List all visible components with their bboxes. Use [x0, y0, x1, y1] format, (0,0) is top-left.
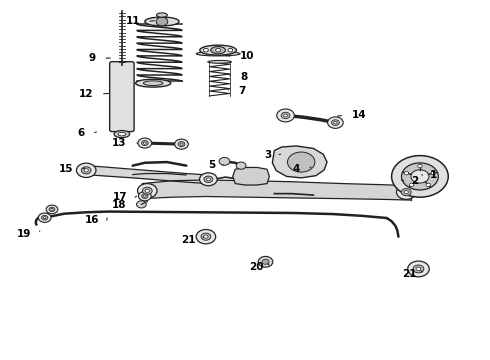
Circle shape — [328, 117, 343, 129]
Text: 2: 2 — [411, 176, 418, 186]
Circle shape — [404, 190, 408, 194]
Circle shape — [416, 267, 421, 271]
Ellipse shape — [118, 132, 126, 136]
Text: 11: 11 — [125, 17, 140, 27]
Text: 9: 9 — [89, 53, 96, 63]
Circle shape — [142, 194, 148, 198]
Circle shape — [331, 120, 339, 126]
Circle shape — [143, 187, 152, 194]
Circle shape — [196, 229, 216, 244]
Text: 21: 21 — [402, 269, 417, 279]
Ellipse shape — [211, 46, 225, 54]
Circle shape — [201, 233, 211, 240]
Circle shape — [413, 265, 424, 273]
Circle shape — [76, 163, 96, 177]
Circle shape — [199, 173, 217, 186]
Text: 19: 19 — [17, 229, 31, 239]
Ellipse shape — [145, 17, 179, 26]
Text: 6: 6 — [77, 129, 85, 138]
Circle shape — [396, 185, 416, 199]
Circle shape — [281, 112, 290, 119]
Circle shape — [277, 109, 294, 122]
Ellipse shape — [200, 45, 237, 55]
Circle shape — [81, 167, 91, 174]
Circle shape — [139, 192, 151, 201]
Circle shape — [401, 163, 439, 190]
Text: 7: 7 — [239, 86, 246, 96]
Circle shape — [144, 195, 146, 197]
Circle shape — [228, 48, 233, 52]
Text: 17: 17 — [113, 192, 128, 202]
Circle shape — [142, 140, 148, 145]
Circle shape — [145, 189, 149, 192]
Circle shape — [417, 165, 422, 168]
Text: 16: 16 — [85, 215, 99, 225]
Polygon shape — [272, 146, 327, 178]
Text: 13: 13 — [112, 138, 127, 148]
Circle shape — [401, 189, 411, 196]
Text: 4: 4 — [293, 164, 300, 174]
Circle shape — [216, 48, 220, 52]
Ellipse shape — [208, 60, 231, 63]
Ellipse shape — [157, 13, 167, 17]
Circle shape — [409, 183, 414, 186]
Text: 10: 10 — [240, 51, 255, 61]
Circle shape — [431, 171, 436, 175]
Circle shape — [426, 183, 431, 186]
Text: 21: 21 — [181, 235, 195, 245]
Circle shape — [404, 171, 409, 175]
Text: 15: 15 — [58, 164, 73, 174]
Circle shape — [392, 156, 448, 197]
Circle shape — [180, 143, 183, 145]
Text: 3: 3 — [265, 149, 272, 159]
Circle shape — [204, 176, 213, 183]
Circle shape — [156, 17, 168, 26]
Text: 14: 14 — [351, 111, 366, 121]
Circle shape — [262, 259, 269, 264]
FancyBboxPatch shape — [110, 62, 134, 132]
Ellipse shape — [144, 81, 163, 86]
Circle shape — [408, 261, 429, 277]
Circle shape — [138, 184, 157, 198]
Circle shape — [288, 152, 315, 172]
Circle shape — [174, 139, 188, 149]
Circle shape — [43, 217, 46, 219]
Circle shape — [84, 169, 88, 172]
Ellipse shape — [196, 51, 240, 56]
Circle shape — [236, 162, 246, 169]
Text: 8: 8 — [240, 72, 247, 82]
Text: 5: 5 — [208, 160, 216, 170]
Polygon shape — [233, 167, 270, 185]
Ellipse shape — [114, 131, 130, 138]
Ellipse shape — [136, 79, 171, 87]
Circle shape — [219, 157, 230, 165]
Circle shape — [203, 48, 208, 52]
Circle shape — [38, 213, 51, 222]
Circle shape — [258, 256, 273, 267]
Circle shape — [334, 121, 337, 124]
Circle shape — [42, 215, 48, 220]
Circle shape — [178, 141, 185, 147]
Circle shape — [206, 178, 210, 181]
Text: 20: 20 — [249, 262, 264, 272]
Circle shape — [411, 170, 429, 183]
Circle shape — [137, 201, 147, 208]
Circle shape — [138, 138, 152, 148]
Circle shape — [50, 208, 53, 210]
Text: 18: 18 — [112, 200, 126, 210]
Circle shape — [204, 235, 208, 238]
Circle shape — [144, 142, 147, 144]
Text: 1: 1 — [430, 170, 437, 180]
Circle shape — [46, 205, 58, 214]
Circle shape — [49, 207, 55, 212]
Text: 12: 12 — [79, 89, 94, 99]
Circle shape — [284, 114, 288, 117]
